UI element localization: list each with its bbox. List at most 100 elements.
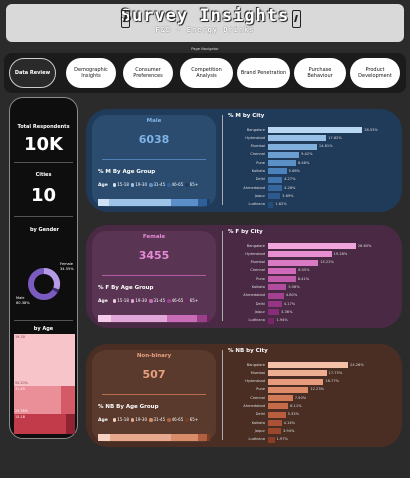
city-pct-label: 8.41% [297, 276, 310, 281]
city-bar [268, 301, 282, 308]
city-name: Delhi [255, 301, 265, 306]
city-bar [268, 309, 280, 316]
city-bar-row: Chennai 9.42% [228, 151, 398, 159]
city-bar [268, 428, 281, 435]
city-pct-label: 15.22% [320, 260, 334, 265]
age-bar-segment [111, 315, 168, 322]
nonbinary-card-title: Non-binary [136, 353, 172, 359]
age-bar-segment [170, 434, 198, 441]
city-bar [268, 151, 300, 158]
legend-dot [130, 299, 135, 303]
legend-dot [112, 418, 117, 422]
city-name: Jaipur [254, 309, 265, 314]
legend-dot [130, 183, 135, 187]
city-pct-label: 1.62% [275, 202, 287, 207]
city-bar [268, 284, 287, 291]
city-bar-row: Jaipur 3.69% [228, 192, 398, 200]
nav-brand-penetration[interactable]: Brand Penetration [237, 58, 290, 88]
city-name: Kolkata [251, 420, 265, 425]
nav-data-review[interactable]: Data Review [9, 58, 56, 88]
age-tree-65-plus [66, 414, 75, 434]
gender-donut [28, 268, 60, 300]
gender-chart-title: by Gender [29, 227, 60, 233]
city-bar [268, 378, 324, 385]
city-bar-row: Mumbai 14.81% [228, 143, 398, 151]
city-bar-row: Kolkata 5.66% [228, 167, 398, 175]
total-respondents-label: Total Respondents [17, 124, 70, 130]
city-bar [268, 403, 289, 410]
female-age-title: % F By Age Group [98, 285, 154, 291]
age-bar-segment [167, 315, 197, 322]
page-navigator-label: Page Navigator [191, 47, 219, 51]
divider [222, 115, 223, 205]
legend-item: 15-18 [117, 182, 129, 187]
nonbinary-age-title: % NB By Age Group [98, 404, 159, 410]
nav-competition-analysis[interactable]: Competition Analysis [180, 58, 233, 88]
city-bar-row: Ludhiana 1.62% [228, 201, 398, 209]
divider [222, 231, 223, 321]
city-name: Pune [256, 160, 265, 165]
age-bar-segment [197, 199, 207, 206]
city-name: Ludhiana [248, 437, 265, 442]
city-pct-label: 5.56% [288, 284, 300, 289]
city-pct-label: 19.28% [333, 251, 348, 256]
city-name: Pune [256, 387, 265, 392]
legend-item: 31-45 [153, 417, 166, 422]
city-bar [268, 420, 282, 427]
age-tree-label: 15-18 [15, 415, 25, 419]
legend-item: 31-45 [153, 298, 166, 303]
legend-item: 19-30 [135, 182, 148, 187]
city-pct-label: 3.94% [283, 428, 295, 433]
age-bar-segment [98, 315, 112, 322]
cities-value: 10 [30, 185, 57, 206]
city-pct-label: 9.42% [301, 152, 313, 157]
city-bar-row: Hyderabad 16.77% [228, 378, 398, 386]
age-bar-segment [170, 199, 198, 206]
city-name: Chennai [250, 395, 265, 400]
city-bar-row: Mumbai 15.22% [228, 259, 398, 267]
city-bar [268, 395, 293, 402]
nav-demographic-insights[interactable]: Demographic Insights [66, 58, 116, 88]
female-city-chart: Bangalore 26.60% Hyderabad 19.28% Mumbai 15.2… [228, 242, 398, 325]
city-pct-label: 14.81% [318, 144, 333, 149]
female-count: 3455 [138, 249, 170, 262]
nav-product-development[interactable]: Product Development [350, 58, 400, 88]
divider [102, 159, 206, 160]
city-bar [268, 259, 319, 266]
age-legend-title: Age [98, 183, 108, 188]
legend-dot [167, 299, 171, 303]
gender-donut-nonbinary [52, 287, 60, 293]
nav-purchase-behaviour[interactable]: Purchase Behaviour [294, 58, 346, 88]
legend-item: 46-65 [171, 298, 184, 303]
city-bar-row: Bangalore 26.60% [228, 242, 398, 250]
city-bar-row: Delhi 5.33% [228, 411, 398, 419]
city-name: Ahmedabad [243, 403, 265, 408]
nav-consumer-preferences[interactable]: Consumer Preferences [123, 58, 173, 88]
age-legend-title: Age [98, 418, 108, 423]
header: Survey Insights F&B - Energy Drinks [6, 4, 404, 42]
city-bar [268, 185, 283, 192]
page-subtitle: F&B - Energy Drinks [155, 26, 255, 34]
male-kpi-card: Male 6038 % M By Age Group Age 15-18 19-30… [92, 115, 216, 207]
legend-dot [112, 183, 117, 187]
page-navigator: Data Review Demographic Insights Consume… [4, 53, 406, 93]
age-tree-pct: 23.76% [15, 409, 28, 413]
city-name: Jaipur [254, 428, 265, 433]
city-name: Hyderabad [245, 251, 265, 256]
city-pct-label: 6.11% [290, 403, 302, 408]
gender-chart: by Gender Female 34.55% Male 60.38% [14, 224, 75, 317]
city-bar-row: Bangalore 24.26% [228, 361, 398, 369]
city-name: Chennai [250, 152, 265, 157]
cities-label: Cities [35, 172, 52, 178]
divider [102, 394, 206, 395]
city-name: Delhi [255, 412, 265, 417]
city-name: Bangalore [246, 243, 265, 248]
nonbinary-count: 507 [142, 368, 166, 381]
city-name: Hyderabad [245, 379, 265, 384]
city-pct-label: 17.75% [328, 370, 343, 375]
city-bar-row: Pune 8.48% [228, 159, 398, 167]
city-bar [268, 168, 287, 175]
nonbinary-city-chart-title: % NB by City [228, 348, 268, 354]
city-name: Mumbai [250, 144, 265, 149]
city-name: Delhi [255, 177, 265, 182]
